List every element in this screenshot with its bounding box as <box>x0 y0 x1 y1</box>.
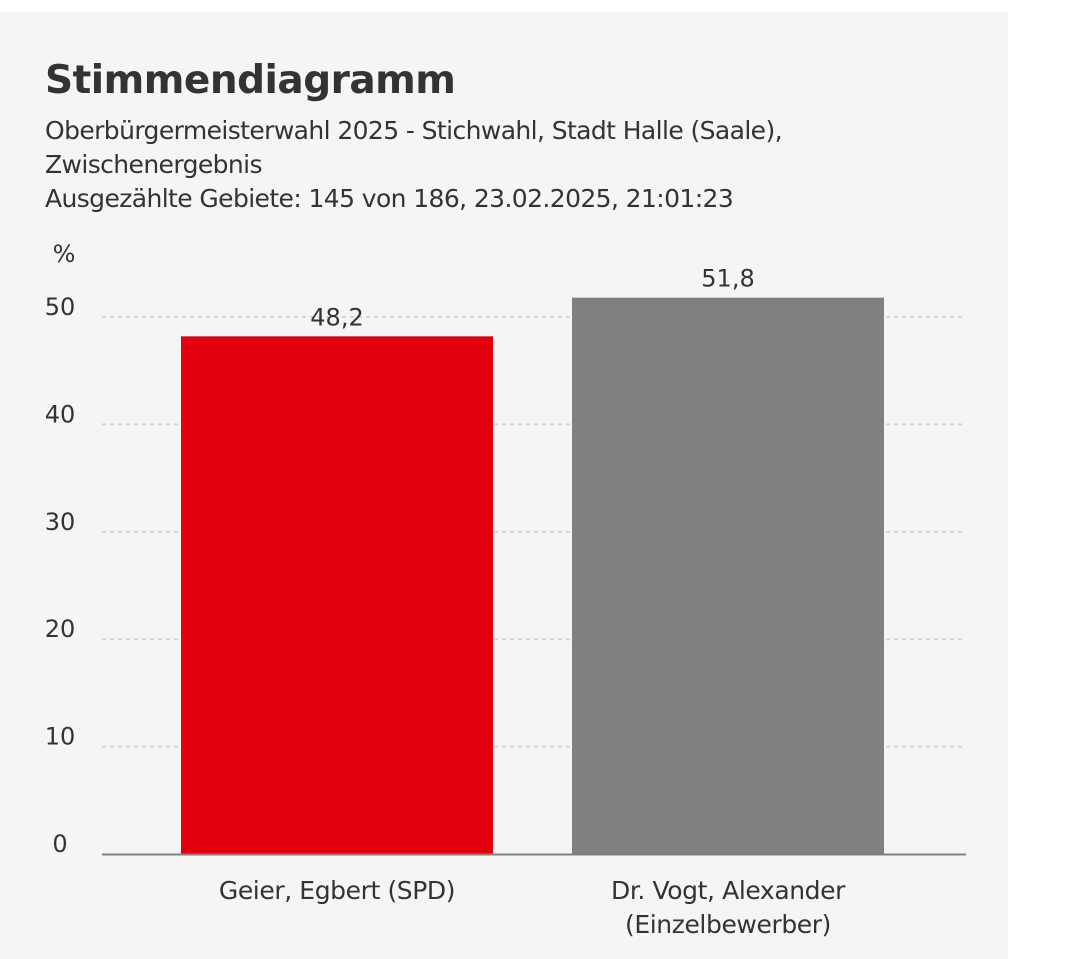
bar-1 <box>181 336 493 854</box>
y-tick-label-10: 10 <box>45 723 76 751</box>
bars <box>181 297 884 855</box>
bar-value-label-2: 51,8 <box>701 265 754 293</box>
y-tick-label-40: 40 <box>45 400 76 428</box>
subtitle-line-election: Oberbürgermeisterwahl 2025 - Stichwahl, … <box>45 116 783 145</box>
subtitle-line-status: Zwischenergebnis <box>45 150 263 179</box>
category-label-2-line-2: (Einzelbewerber) <box>625 910 831 939</box>
bar-value-label-1: 48,2 <box>310 303 363 331</box>
y-tick-label-50: 50 <box>45 293 76 321</box>
chart-subtitle: Oberbürgermeisterwahl 2025 - Stichwahl, … <box>45 114 945 216</box>
labels: 48,2 Geier, Egbert (SPD) 51,8 Dr. Vogt, Ale… <box>219 265 847 939</box>
y-axis-unit-label: % <box>53 240 76 268</box>
y-tick-label-30: 30 <box>45 508 76 536</box>
y-axis-ticks: 0 10 20 30 40 50 <box>45 293 76 858</box>
category-label-2-line-1: Dr. Vogt, Alexander <box>611 876 846 905</box>
chart-title: Stimmendiagramm <box>45 58 456 103</box>
subtitle-line-counted-areas: Ausgezählte Gebiete: 145 von 186, 23.02.… <box>45 184 734 213</box>
bar-2 <box>572 297 884 855</box>
y-tick-label-20: 20 <box>45 615 76 643</box>
y-tick-label-0: 0 <box>52 830 67 858</box>
category-label-1-line-1: Geier, Egbert (SPD) <box>219 876 455 905</box>
